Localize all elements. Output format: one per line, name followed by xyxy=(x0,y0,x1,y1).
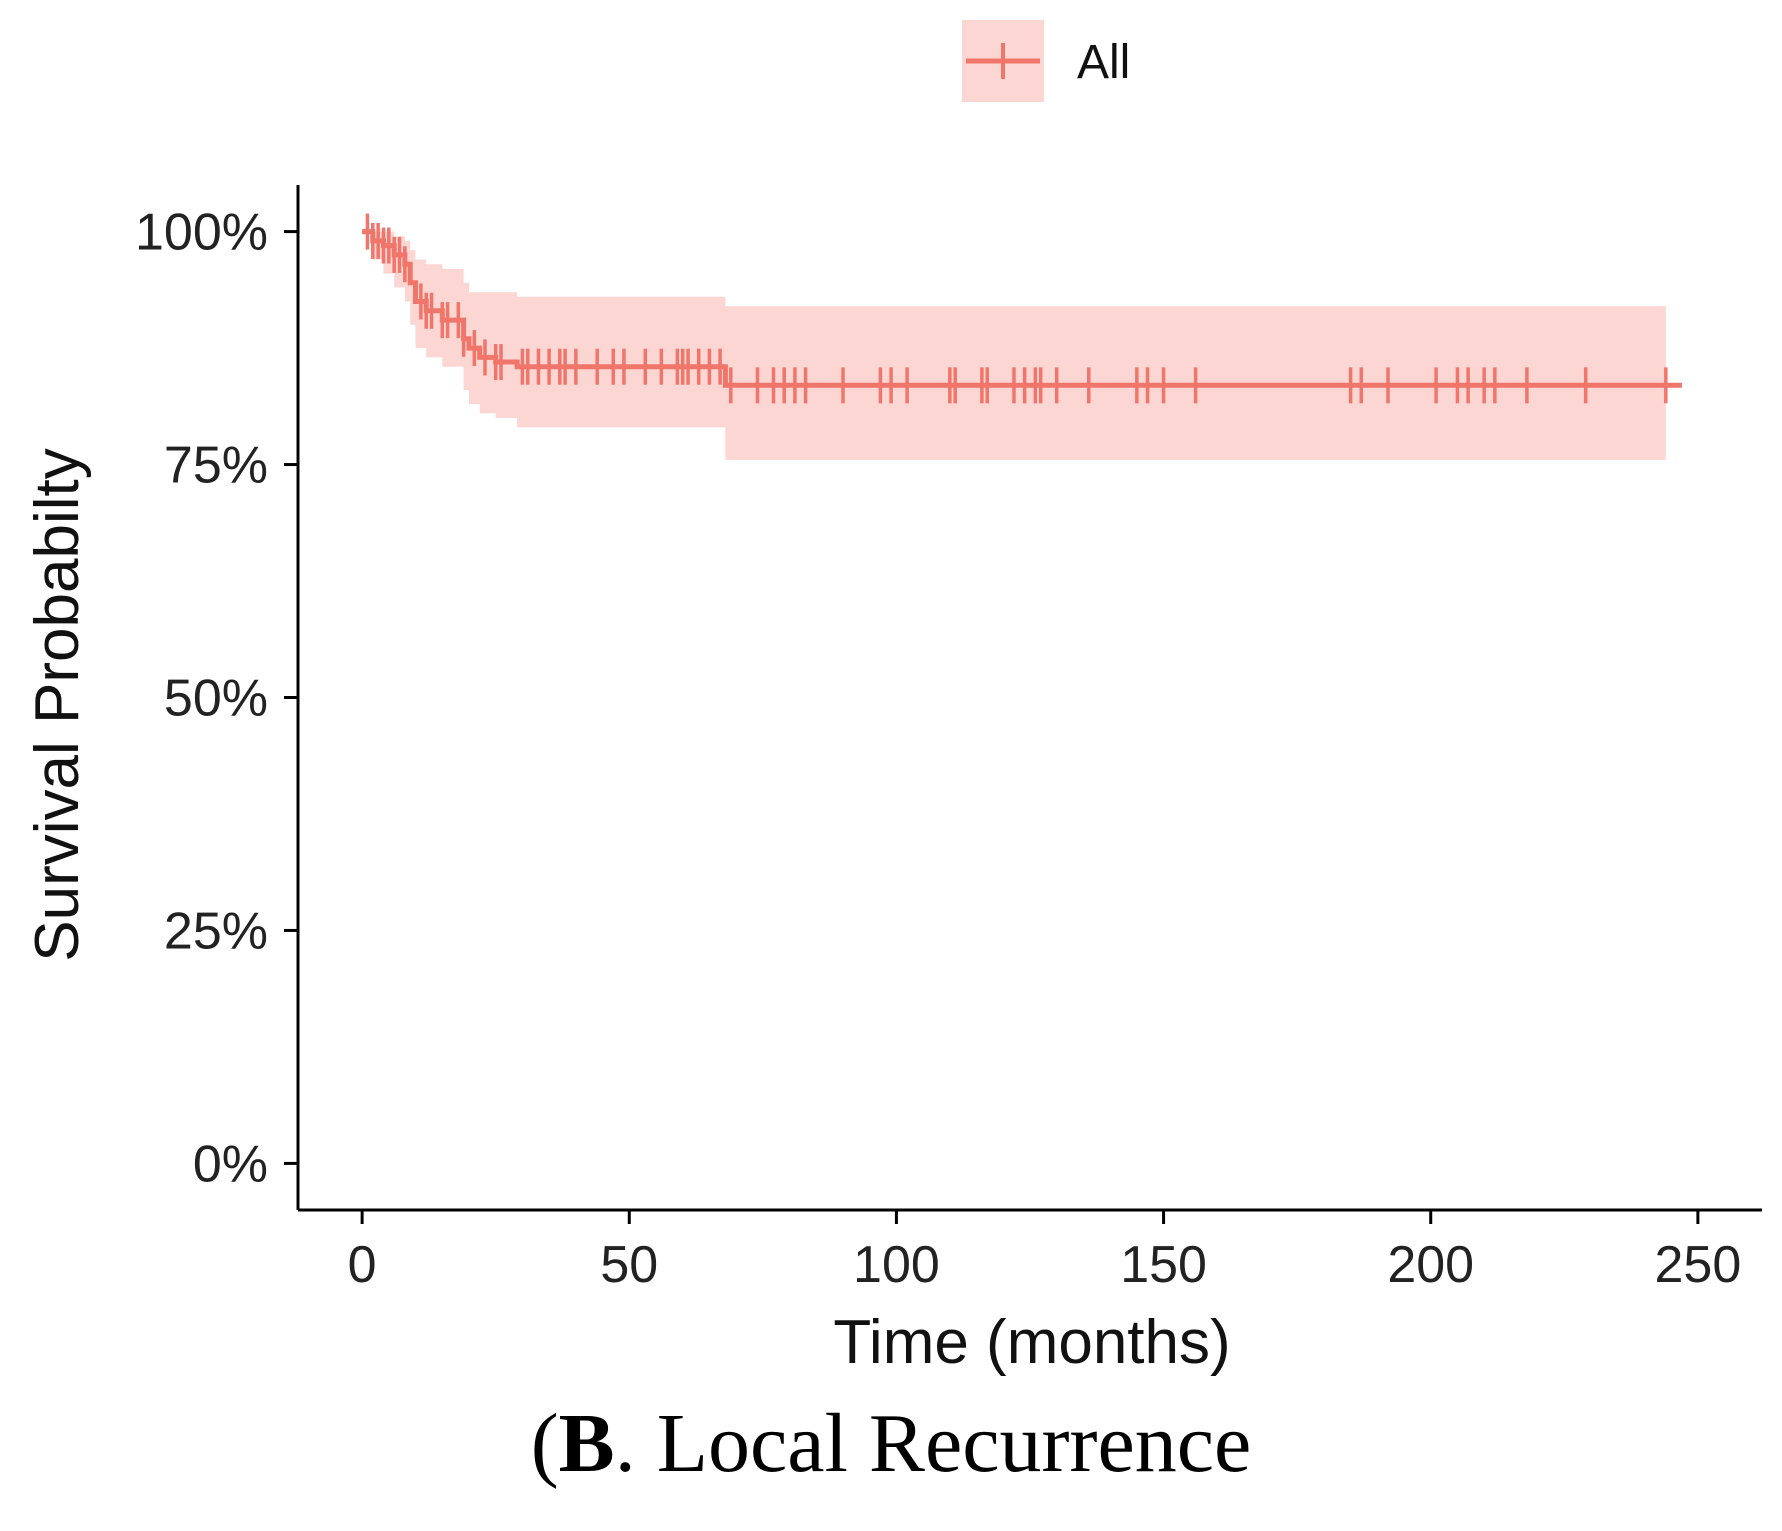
x-tick-label: 50 xyxy=(600,1236,658,1294)
caption-text: . Local Recurrence xyxy=(614,1397,1252,1490)
x-tick-label: 100 xyxy=(853,1236,940,1294)
plot-area xyxy=(362,213,1682,460)
axes: 0% 25% 50% 75% 100% 0 50 100 150 200 250 xyxy=(135,185,1762,1294)
x-tick-label: 0 xyxy=(348,1236,377,1294)
x-tick-label: 250 xyxy=(1655,1236,1742,1294)
y-tick-label: 100% xyxy=(135,204,268,262)
y-tick-label: 25% xyxy=(164,902,268,960)
y-tick-label: 0% xyxy=(193,1135,268,1193)
x-tick-label: 200 xyxy=(1387,1236,1474,1294)
y-tick-label: 50% xyxy=(164,670,268,728)
y-tick-label: 75% xyxy=(164,437,268,495)
caption-label: B xyxy=(558,1397,615,1490)
survival-chart: All 0% 25% 50% 75% 100% 0 50 100 150 200 250 Time … xyxy=(23,20,1762,1377)
y-axis-title: Survival Probabilty xyxy=(23,448,92,961)
confidence-band xyxy=(362,231,1666,460)
legend: All xyxy=(962,20,1130,102)
x-axis-title: Time (months) xyxy=(833,1308,1230,1377)
figure-caption: (B. Local Recurrence xyxy=(530,1397,1252,1490)
x-tick-label: 150 xyxy=(1120,1236,1207,1294)
legend-label-all: All xyxy=(1077,36,1130,89)
